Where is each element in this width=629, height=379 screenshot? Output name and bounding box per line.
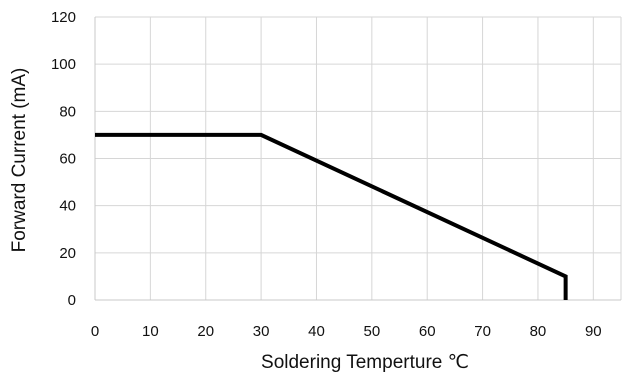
x-tick-label-60: 60 xyxy=(419,323,436,340)
y-axis-title: Forward Current (mA) xyxy=(9,68,30,253)
x-tick-label-80: 80 xyxy=(530,323,547,340)
y-tick-label-100: 100 xyxy=(51,56,76,73)
x-tick-label-50: 50 xyxy=(363,323,380,340)
y-tick-label-60: 60 xyxy=(59,151,76,168)
y-tick-label-40: 40 xyxy=(59,198,76,215)
x-tick-label-70: 70 xyxy=(474,323,491,340)
x-tick-label-30: 30 xyxy=(253,323,270,340)
x-tick-label-40: 40 xyxy=(308,323,325,340)
grid xyxy=(94,16,622,301)
axes xyxy=(94,17,621,301)
y-tick-label-20: 20 xyxy=(59,245,76,262)
x-tick-label-90: 90 xyxy=(585,323,602,340)
series-line-0 xyxy=(95,132,568,300)
series-group xyxy=(95,132,568,300)
x-tick-label-20: 20 xyxy=(197,323,214,340)
y-tick-label-80: 80 xyxy=(59,103,76,120)
x-axis-title: Soldering Temperture ℃ xyxy=(261,352,469,373)
x-tick-label-0: 0 xyxy=(91,323,99,340)
y-tick-label-120: 120 xyxy=(51,9,76,26)
y-tick-label-0: 0 xyxy=(68,292,76,309)
tick-labels: 0 10 20 30 40 50 60 70 80 90 0 20 40 60 80 100 120 xyxy=(51,9,602,340)
x-tick-label-10: 10 xyxy=(142,323,159,340)
